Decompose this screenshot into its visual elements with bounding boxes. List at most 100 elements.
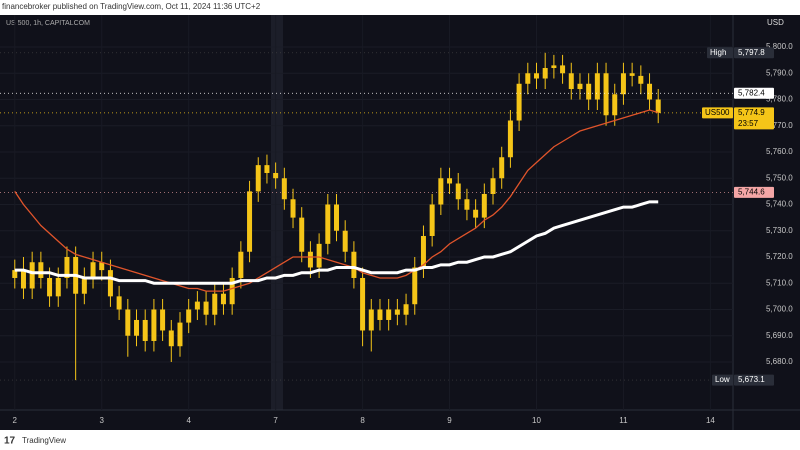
x-tick-label: 4 — [186, 416, 191, 425]
candle-body — [612, 94, 618, 116]
candle-body — [577, 83, 583, 90]
candle-body — [273, 173, 279, 179]
candle-body — [160, 309, 166, 331]
candle-body — [20, 270, 26, 289]
price-name-pill — [702, 107, 733, 119]
candle-body — [177, 322, 183, 347]
candle-body — [81, 277, 87, 294]
candle-body — [264, 165, 270, 173]
candle-body — [525, 73, 531, 84]
x-tick-label: 11 — [619, 416, 628, 425]
x-tick-label: 9 — [447, 416, 452, 425]
candle-body — [247, 191, 253, 252]
candle-body — [438, 178, 444, 205]
price-label: 5,774.9 — [738, 108, 765, 117]
candle-body — [473, 209, 479, 218]
candle-body — [516, 83, 522, 121]
y-tick-label: 5,770.0 — [766, 121, 793, 130]
y-axis-label: USD — [767, 18, 784, 27]
price-label: 5,782.4 — [738, 88, 765, 97]
candle-body — [394, 309, 400, 315]
countdown: 23:57 — [738, 119, 759, 128]
candle-body — [307, 251, 313, 268]
candle-body — [429, 204, 435, 236]
candle-body — [481, 193, 487, 218]
candle-body — [490, 178, 496, 194]
price-name: US500 — [705, 108, 730, 117]
candle-body — [638, 75, 644, 84]
candle-body — [568, 73, 574, 90]
candle-body — [342, 230, 348, 252]
moving-average — [14, 109, 659, 292]
price-label: 5,744.6 — [738, 188, 765, 197]
chart-title: US 500, 1h, CAPITALCOM — [6, 20, 90, 27]
candle-body — [507, 120, 513, 158]
candle-body — [142, 319, 148, 341]
moving-average — [14, 200, 659, 285]
candle-body — [290, 199, 296, 218]
candle-body — [229, 277, 235, 305]
y-tick-label: 5,720.0 — [766, 252, 793, 261]
candle-body — [551, 65, 557, 69]
candle-body — [603, 73, 609, 116]
candle-body — [281, 178, 287, 200]
price-pill — [734, 87, 774, 99]
candle-body — [55, 277, 61, 297]
x-tick-label: 10 — [532, 416, 541, 425]
candle-body — [116, 296, 122, 310]
candle-body — [107, 270, 113, 297]
y-tick-label: 5,730.0 — [766, 226, 793, 235]
candle-body — [299, 217, 305, 252]
candle-body — [542, 68, 548, 79]
candle-body — [38, 262, 44, 278]
price-pill — [734, 186, 774, 198]
candle-body — [377, 309, 383, 320]
candle-body — [203, 301, 209, 315]
candle-body — [316, 243, 322, 268]
logo: 17 — [4, 436, 16, 447]
price-name: Low — [715, 375, 730, 384]
y-tick-label: 5,800.0 — [766, 42, 793, 51]
candle-body — [47, 277, 53, 297]
chart-background — [0, 15, 800, 430]
candle-body — [629, 73, 635, 76]
candle-body — [255, 165, 261, 192]
candle-body — [386, 309, 392, 320]
x-tick-label: 7 — [273, 416, 278, 425]
brand: TradingView — [22, 436, 66, 445]
y-tick-label: 5,690.0 — [766, 331, 793, 340]
highlight-band — [271, 15, 283, 410]
candle-body — [403, 304, 409, 315]
candle-body — [586, 83, 592, 100]
candle-body — [455, 183, 461, 200]
candle-body — [351, 251, 357, 278]
candle-body — [334, 204, 340, 231]
candle-body — [420, 235, 426, 268]
candle-body — [186, 309, 192, 323]
candle-body — [12, 270, 18, 278]
x-tick-label: 2 — [13, 416, 18, 425]
price-pill — [734, 374, 774, 386]
candle-body — [620, 73, 626, 95]
publisher: financebroker published on TradingView.c… — [2, 2, 261, 11]
candle-body — [447, 178, 453, 184]
candle-body — [499, 157, 505, 179]
y-tick-label: 5,680.0 — [766, 357, 793, 366]
candle-body — [168, 330, 174, 347]
x-tick-label: 14 — [706, 416, 715, 425]
y-tick-label: 5,750.0 — [766, 173, 793, 182]
candle-body — [647, 83, 653, 100]
price-label: 5,673.1 — [738, 375, 765, 384]
candle-body — [238, 251, 244, 278]
candle-body — [212, 293, 218, 315]
candle-body — [220, 293, 226, 305]
y-tick-label: 5,790.0 — [766, 68, 793, 77]
candle-body — [533, 73, 539, 79]
candle-body — [325, 204, 331, 244]
price-pill — [734, 107, 774, 130]
y-tick-label: 5,710.0 — [766, 278, 793, 287]
x-tick-label: 3 — [100, 416, 105, 425]
price-name-pill — [712, 374, 733, 386]
